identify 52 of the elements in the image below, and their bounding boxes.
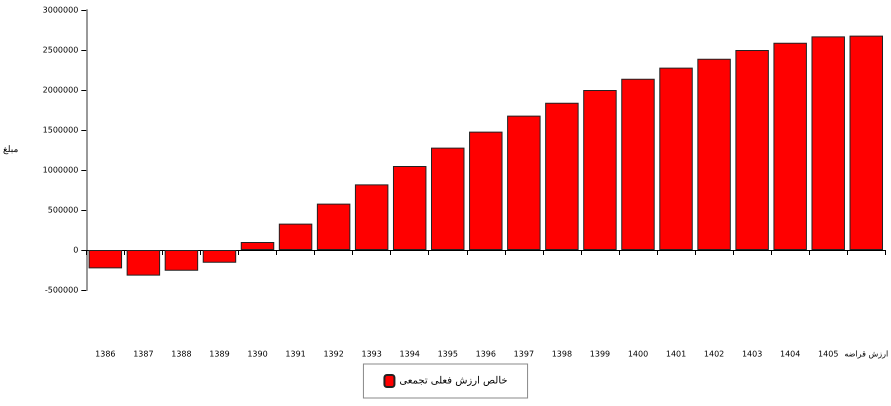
y-axis-title: مبلغ — [2, 145, 18, 155]
bar — [164, 250, 198, 271]
x-tick-label: 1396 — [476, 350, 496, 358]
x-tick-label: 1388 — [171, 350, 192, 358]
bar — [735, 50, 769, 250]
x-tick-label: 1390 — [247, 350, 268, 358]
y-tick-label: -500000 — [44, 286, 78, 294]
bar — [621, 78, 655, 250]
x-tick-label: 1387 — [133, 350, 154, 358]
bar — [392, 166, 426, 250]
y-tick-label: 2000000 — [42, 86, 78, 94]
x-tick-label: 1394 — [400, 350, 420, 358]
x-tick-label: 1399 — [590, 350, 610, 358]
bar — [507, 116, 541, 250]
x-tick-label: 1400 — [628, 350, 648, 358]
bar — [278, 224, 312, 250]
y-tick-label: 500000 — [48, 206, 78, 214]
bar — [583, 90, 617, 250]
bar — [469, 132, 503, 250]
x-tick-label: 1402 — [704, 350, 724, 358]
bar — [850, 36, 884, 250]
x-tick-label: 1404 — [780, 350, 800, 358]
bar — [316, 204, 350, 250]
bar — [88, 250, 122, 268]
bar — [545, 102, 579, 250]
bar — [202, 250, 236, 263]
x-tick-label: 1397 — [514, 350, 534, 358]
x-tick-label: 1398 — [552, 350, 572, 358]
x-tick-label: 1391 — [285, 350, 306, 358]
bar — [659, 68, 693, 250]
legend-label: خالص ارزش فعلی تجمعی — [399, 376, 508, 386]
y-tick-label: 3000000 — [42, 6, 78, 14]
bar — [773, 42, 807, 250]
x-tick-label: 1386 — [95, 350, 116, 358]
bar — [697, 58, 731, 250]
x-tick-label: 1395 — [438, 350, 458, 358]
y-tick-label: 1000000 — [42, 166, 78, 174]
bar — [811, 36, 845, 250]
x-tick-label: 1389 — [209, 350, 230, 358]
bar — [354, 184, 388, 250]
y-tick-label: 2500000 — [42, 46, 78, 54]
y-tick-label: 0 — [73, 246, 78, 254]
x-tick-label: 1392 — [323, 350, 344, 358]
bar — [431, 148, 464, 250]
x-tick-label: ارزش قراضه — [844, 350, 888, 358]
y-tick-label: 1500000 — [42, 126, 78, 134]
x-tick-label: 1393 — [361, 350, 382, 358]
bar — [126, 250, 160, 276]
bar — [240, 242, 274, 250]
x-tick-label: 1405 — [818, 350, 838, 358]
x-tick-label: 1401 — [666, 350, 686, 358]
x-tick-label: 1403 — [742, 350, 762, 358]
